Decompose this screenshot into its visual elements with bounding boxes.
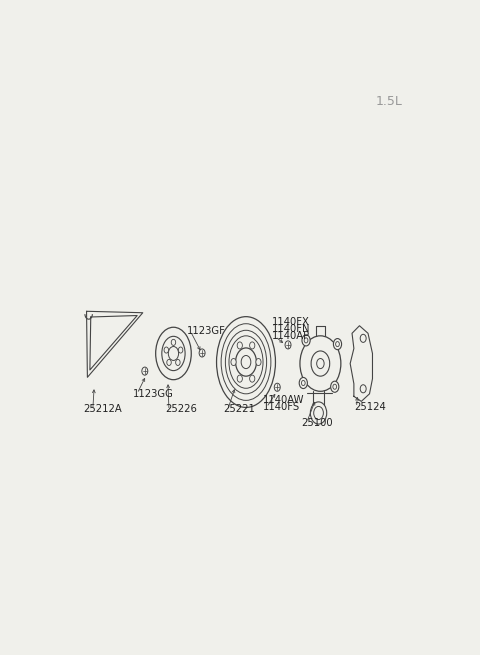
Circle shape	[300, 336, 341, 391]
Text: 1140FX: 1140FX	[272, 317, 310, 327]
Circle shape	[237, 342, 242, 349]
Text: 25212A: 25212A	[84, 404, 122, 414]
Circle shape	[331, 381, 339, 392]
Circle shape	[311, 402, 327, 424]
Circle shape	[314, 406, 324, 420]
Circle shape	[167, 360, 171, 365]
Circle shape	[304, 338, 308, 343]
Text: 1140AW: 1140AW	[263, 396, 304, 405]
Circle shape	[241, 356, 251, 369]
Ellipse shape	[162, 336, 185, 371]
Circle shape	[171, 339, 176, 345]
Circle shape	[231, 358, 236, 365]
Circle shape	[176, 360, 180, 365]
Circle shape	[360, 384, 366, 393]
Circle shape	[236, 348, 256, 376]
Circle shape	[179, 347, 183, 353]
Text: 1140FS: 1140FS	[263, 402, 300, 413]
Ellipse shape	[216, 316, 276, 407]
Circle shape	[199, 349, 205, 357]
Circle shape	[336, 342, 339, 346]
Circle shape	[360, 334, 366, 343]
Circle shape	[164, 347, 168, 353]
Text: 1.5L: 1.5L	[376, 95, 403, 108]
Text: 1140AP: 1140AP	[272, 331, 310, 341]
Circle shape	[256, 358, 261, 365]
Ellipse shape	[156, 328, 191, 380]
Ellipse shape	[226, 330, 266, 394]
Text: 25100: 25100	[301, 418, 333, 428]
Circle shape	[334, 339, 342, 350]
Circle shape	[302, 335, 310, 346]
Circle shape	[250, 375, 255, 382]
Ellipse shape	[229, 336, 263, 388]
Circle shape	[250, 342, 255, 349]
Circle shape	[168, 346, 179, 360]
Circle shape	[333, 384, 336, 389]
Circle shape	[317, 358, 324, 369]
Text: 1123GF: 1123GF	[186, 326, 225, 336]
Circle shape	[301, 381, 305, 386]
Circle shape	[285, 341, 291, 349]
Circle shape	[299, 377, 307, 388]
Text: 25221: 25221	[224, 404, 255, 414]
Text: 1123GG: 1123GG	[132, 389, 173, 399]
Text: 25226: 25226	[165, 404, 197, 414]
Circle shape	[311, 351, 330, 376]
Text: 25124: 25124	[354, 402, 385, 413]
Ellipse shape	[221, 324, 271, 400]
Circle shape	[142, 367, 148, 375]
Circle shape	[274, 383, 280, 391]
Circle shape	[237, 375, 242, 382]
Text: 1140FN: 1140FN	[272, 324, 311, 334]
